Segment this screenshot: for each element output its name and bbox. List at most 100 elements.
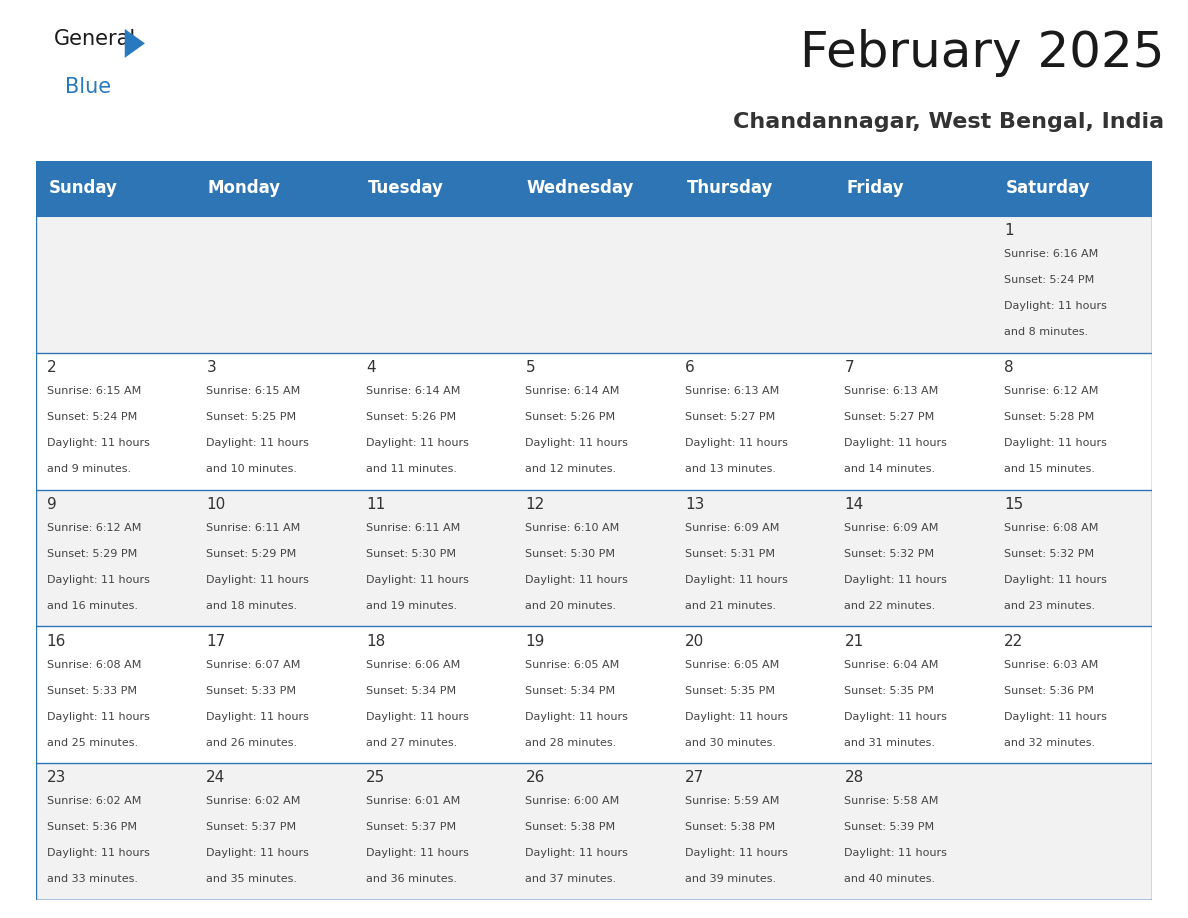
Text: 23: 23 — [46, 770, 67, 785]
Text: Daylight: 11 hours: Daylight: 11 hours — [366, 711, 469, 722]
Bar — [36, 161, 1152, 216]
Text: Sunrise: 6:15 AM: Sunrise: 6:15 AM — [207, 386, 301, 397]
Text: Daylight: 11 hours: Daylight: 11 hours — [207, 438, 309, 448]
Text: and 18 minutes.: and 18 minutes. — [207, 600, 297, 610]
Text: Sunset: 5:36 PM: Sunset: 5:36 PM — [46, 823, 137, 833]
Bar — [36, 216, 1152, 353]
Text: Daylight: 11 hours: Daylight: 11 hours — [1004, 575, 1107, 585]
Text: Daylight: 11 hours: Daylight: 11 hours — [207, 848, 309, 858]
Text: Daylight: 11 hours: Daylight: 11 hours — [525, 575, 628, 585]
Text: 17: 17 — [207, 633, 226, 649]
Text: Sunrise: 6:02 AM: Sunrise: 6:02 AM — [46, 796, 141, 806]
Text: 13: 13 — [685, 497, 704, 512]
Text: and 13 minutes.: and 13 minutes. — [685, 465, 776, 474]
Text: Sunset: 5:33 PM: Sunset: 5:33 PM — [46, 686, 137, 696]
Text: Daylight: 11 hours: Daylight: 11 hours — [845, 575, 947, 585]
Text: 14: 14 — [845, 497, 864, 512]
Text: and 40 minutes.: and 40 minutes. — [845, 874, 936, 884]
Text: Sunset: 5:36 PM: Sunset: 5:36 PM — [1004, 686, 1094, 696]
Text: Daylight: 11 hours: Daylight: 11 hours — [366, 438, 469, 448]
Text: and 9 minutes.: and 9 minutes. — [46, 465, 131, 474]
Text: Sunset: 5:37 PM: Sunset: 5:37 PM — [366, 823, 456, 833]
Text: Daylight: 11 hours: Daylight: 11 hours — [685, 575, 788, 585]
Text: Sunrise: 6:10 AM: Sunrise: 6:10 AM — [525, 523, 620, 532]
Text: 2: 2 — [46, 360, 57, 375]
Text: Sunset: 5:31 PM: Sunset: 5:31 PM — [685, 549, 775, 559]
Text: Wednesday: Wednesday — [527, 179, 634, 197]
Text: Sunrise: 6:12 AM: Sunrise: 6:12 AM — [1004, 386, 1099, 397]
Text: Friday: Friday — [846, 179, 904, 197]
Text: Sunrise: 6:04 AM: Sunrise: 6:04 AM — [845, 659, 939, 669]
Text: and 27 minutes.: and 27 minutes. — [366, 737, 457, 747]
Text: and 22 minutes.: and 22 minutes. — [845, 600, 936, 610]
Text: Daylight: 11 hours: Daylight: 11 hours — [46, 575, 150, 585]
Text: 18: 18 — [366, 633, 385, 649]
Text: and 11 minutes.: and 11 minutes. — [366, 465, 457, 474]
Text: Daylight: 11 hours: Daylight: 11 hours — [1004, 301, 1107, 311]
Text: Sunrise: 6:08 AM: Sunrise: 6:08 AM — [46, 659, 141, 669]
Text: Sunset: 5:39 PM: Sunset: 5:39 PM — [845, 823, 935, 833]
Text: Monday: Monday — [208, 179, 282, 197]
Text: Sunrise: 5:58 AM: Sunrise: 5:58 AM — [845, 796, 939, 806]
Text: Daylight: 11 hours: Daylight: 11 hours — [845, 848, 947, 858]
Text: Sunrise: 6:14 AM: Sunrise: 6:14 AM — [525, 386, 620, 397]
Text: and 14 minutes.: and 14 minutes. — [845, 465, 936, 474]
Text: 16: 16 — [46, 633, 67, 649]
Text: Sunset: 5:38 PM: Sunset: 5:38 PM — [685, 823, 775, 833]
Text: February 2025: February 2025 — [800, 28, 1164, 77]
Text: Daylight: 11 hours: Daylight: 11 hours — [46, 848, 150, 858]
Text: Sunset: 5:33 PM: Sunset: 5:33 PM — [207, 686, 296, 696]
Text: Daylight: 11 hours: Daylight: 11 hours — [1004, 438, 1107, 448]
Text: Sunrise: 6:11 AM: Sunrise: 6:11 AM — [207, 523, 301, 532]
Text: Sunset: 5:28 PM: Sunset: 5:28 PM — [1004, 412, 1094, 422]
Text: 11: 11 — [366, 497, 385, 512]
Text: Sunset: 5:35 PM: Sunset: 5:35 PM — [685, 686, 775, 696]
Text: Sunset: 5:25 PM: Sunset: 5:25 PM — [207, 412, 297, 422]
Text: Daylight: 11 hours: Daylight: 11 hours — [685, 848, 788, 858]
Text: and 15 minutes.: and 15 minutes. — [1004, 465, 1095, 474]
Text: Sunset: 5:37 PM: Sunset: 5:37 PM — [207, 823, 297, 833]
Text: and 8 minutes.: and 8 minutes. — [1004, 328, 1088, 338]
Text: Blue: Blue — [65, 77, 112, 97]
Text: and 33 minutes.: and 33 minutes. — [46, 874, 138, 884]
Bar — [36, 489, 1152, 626]
Text: Sunset: 5:29 PM: Sunset: 5:29 PM — [46, 549, 137, 559]
Text: Sunrise: 6:11 AM: Sunrise: 6:11 AM — [366, 523, 460, 532]
Text: Sunset: 5:35 PM: Sunset: 5:35 PM — [845, 686, 935, 696]
Text: 27: 27 — [685, 770, 704, 785]
Text: Daylight: 11 hours: Daylight: 11 hours — [46, 711, 150, 722]
Text: Sunset: 5:24 PM: Sunset: 5:24 PM — [1004, 275, 1094, 285]
Text: Sunrise: 6:09 AM: Sunrise: 6:09 AM — [685, 523, 779, 532]
Text: and 25 minutes.: and 25 minutes. — [46, 737, 138, 747]
Text: 20: 20 — [685, 633, 704, 649]
Text: 1: 1 — [1004, 223, 1013, 239]
Text: Daylight: 11 hours: Daylight: 11 hours — [525, 711, 628, 722]
Text: Sunrise: 6:12 AM: Sunrise: 6:12 AM — [46, 523, 141, 532]
Text: Sunset: 5:27 PM: Sunset: 5:27 PM — [685, 412, 776, 422]
Text: Sunset: 5:29 PM: Sunset: 5:29 PM — [207, 549, 297, 559]
Text: Sunrise: 6:05 AM: Sunrise: 6:05 AM — [525, 659, 620, 669]
Text: 6: 6 — [685, 360, 695, 375]
Text: Sunset: 5:26 PM: Sunset: 5:26 PM — [366, 412, 456, 422]
Text: Daylight: 11 hours: Daylight: 11 hours — [366, 848, 469, 858]
Text: Sunrise: 6:14 AM: Sunrise: 6:14 AM — [366, 386, 460, 397]
Text: Sunset: 5:30 PM: Sunset: 5:30 PM — [525, 549, 615, 559]
Text: Sunrise: 6:02 AM: Sunrise: 6:02 AM — [207, 796, 301, 806]
Text: Sunset: 5:34 PM: Sunset: 5:34 PM — [366, 686, 456, 696]
Text: Thursday: Thursday — [687, 179, 773, 197]
Bar — [36, 353, 1152, 489]
Text: Daylight: 11 hours: Daylight: 11 hours — [1004, 711, 1107, 722]
Text: Sunset: 5:27 PM: Sunset: 5:27 PM — [845, 412, 935, 422]
Text: Sunset: 5:30 PM: Sunset: 5:30 PM — [366, 549, 456, 559]
Text: Sunrise: 6:15 AM: Sunrise: 6:15 AM — [46, 386, 141, 397]
Text: 26: 26 — [525, 770, 545, 785]
Bar — [36, 626, 1152, 763]
Text: and 16 minutes.: and 16 minutes. — [46, 600, 138, 610]
Text: Sunset: 5:32 PM: Sunset: 5:32 PM — [1004, 549, 1094, 559]
Text: 25: 25 — [366, 770, 385, 785]
Text: Sunset: 5:24 PM: Sunset: 5:24 PM — [46, 412, 137, 422]
Text: Sunrise: 6:00 AM: Sunrise: 6:00 AM — [525, 796, 620, 806]
Text: and 26 minutes.: and 26 minutes. — [207, 737, 297, 747]
Polygon shape — [125, 28, 145, 58]
Text: Daylight: 11 hours: Daylight: 11 hours — [845, 711, 947, 722]
